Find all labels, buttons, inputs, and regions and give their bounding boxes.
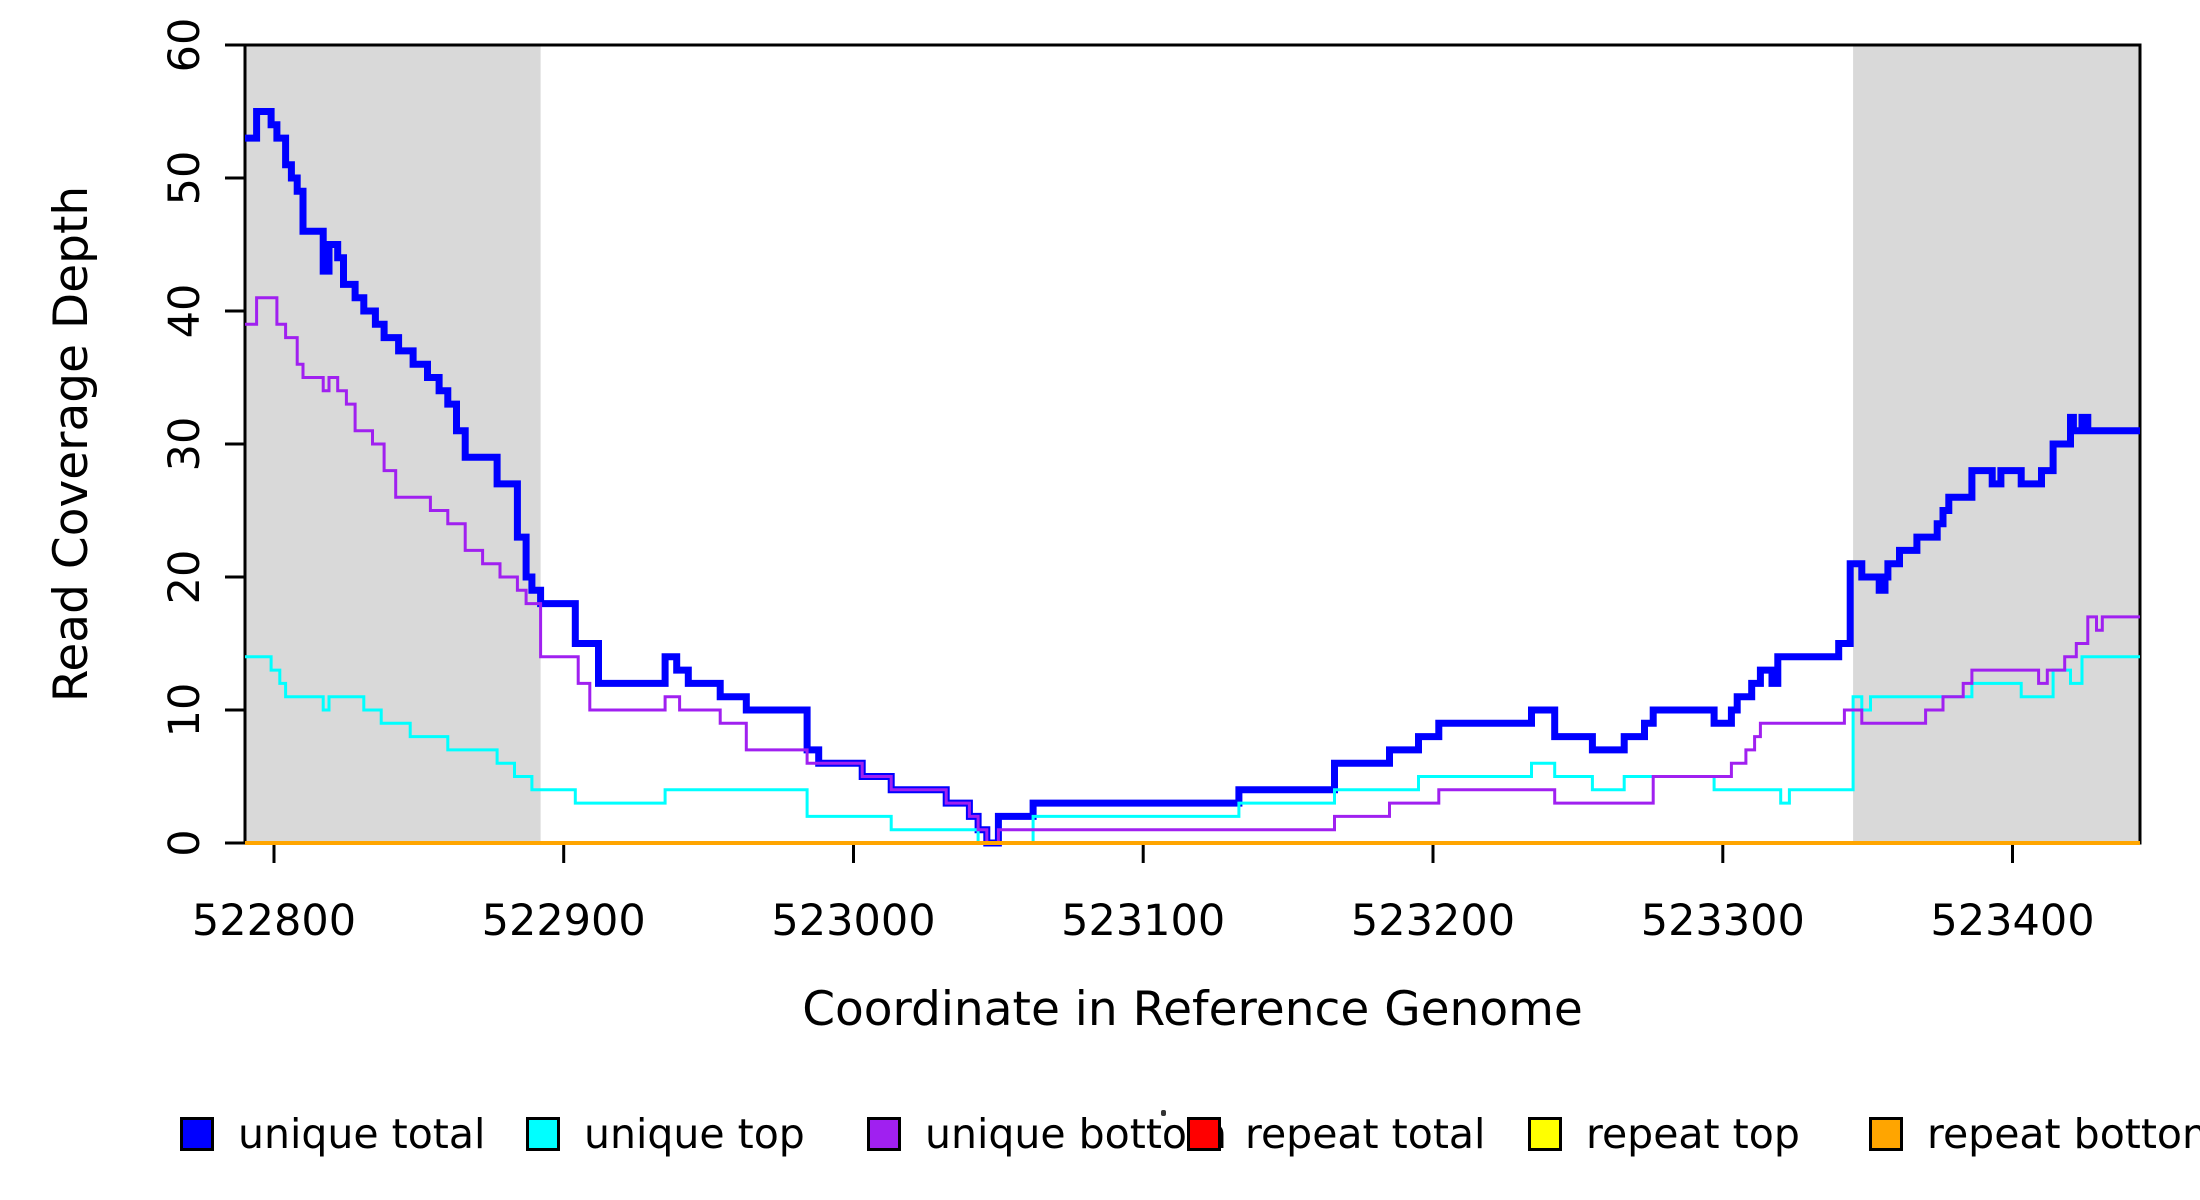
y-tick-label: 50 [160,151,210,206]
legend-label: repeat bottom [1927,1110,2200,1158]
x-tick-label: 523200 [1351,896,1515,946]
y-tick-label: 30 [160,417,210,472]
y-tick-label: 10 [160,683,210,738]
x-axis-title: Coordinate in Reference Genome [802,982,1583,1037]
y-tick-label: 20 [160,550,210,605]
unique-total-swatch [180,1117,214,1151]
legend-item-unique-bottom: unique bottom [867,1110,1227,1158]
series-unique-top [245,655,2140,845]
repeat-bottom-swatch [1869,1117,1903,1151]
stray-dot [1161,1110,1166,1116]
y-tick-label: 60 [160,18,210,73]
legend-label: unique top [584,1110,805,1158]
x-tick-label: 523400 [1930,896,2094,946]
unique-top-swatch [526,1117,560,1151]
repeat-total-swatch [1187,1117,1221,1151]
series-unique-bottom [245,296,2140,845]
legend-item-repeat-top: repeat top [1528,1110,1800,1158]
y-tick-label: 40 [160,284,210,339]
x-tick-label: 523100 [1061,896,1225,946]
x-tick-label: 523000 [771,896,935,946]
legend-label: repeat top [1586,1110,1800,1158]
shaded-region [1853,45,2140,843]
repeat-top-swatch [1528,1117,1562,1151]
legend-label: repeat total [1245,1110,1486,1158]
legend-item-repeat-total: repeat total [1187,1110,1486,1158]
x-tick-label: 522800 [192,896,356,946]
legend-item-unique-total: unique total [180,1110,486,1158]
legend-item-unique-top: unique top [526,1110,805,1158]
y-tick-label: 0 [160,829,210,856]
legend-item-repeat-bottom: repeat bottom [1869,1110,2200,1158]
legend-label: unique bottom [925,1110,1227,1158]
y-axis-title: Read Coverage Depth [44,185,99,703]
legend-label: unique total [238,1110,486,1158]
x-tick-label: 522900 [482,896,646,946]
unique-bottom-swatch [867,1117,901,1151]
x-tick-label: 523300 [1641,896,1805,946]
